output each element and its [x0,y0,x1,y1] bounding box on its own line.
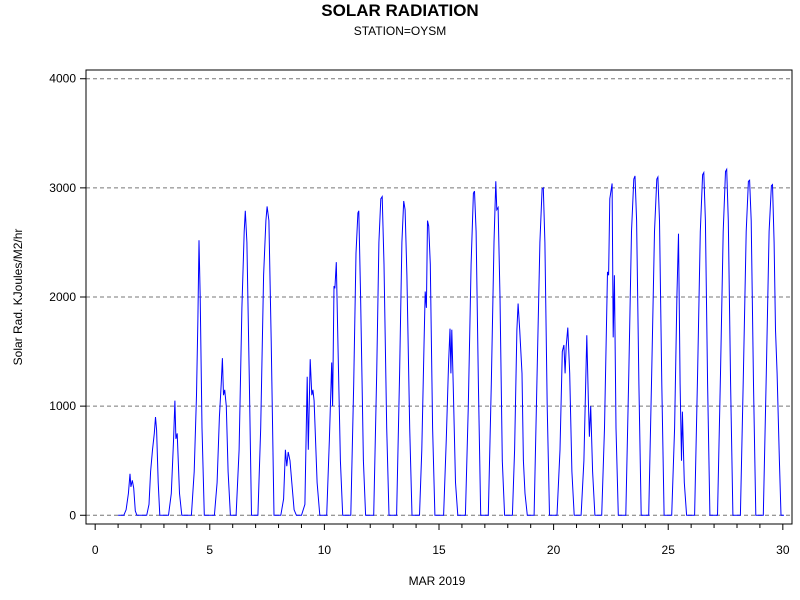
x-tick-label: 5 [206,543,213,557]
y-tick-label: 2000 [49,290,76,304]
y-tick-label: 3000 [49,181,76,195]
x-tick-label: 30 [776,543,790,557]
chart-title: SOLAR RADIATION [321,1,479,20]
x-tick-label: 20 [547,543,561,557]
y-axis-label: Solar Rad. KJoules/M2/hr [11,229,25,366]
x-tick-label: 25 [662,543,676,557]
y-tick-label: 1000 [49,399,76,413]
y-axis: 0 1000 2000 3000 4000 [49,72,86,522]
x-tick-label: 0 [92,543,99,557]
grid-lines [86,78,792,516]
chart-subtitle: STATION=OYSM [353,24,447,38]
x-tick-label: 10 [318,543,332,557]
x-axis: 0 5 10 15 20 25 30 [92,524,790,557]
y-tick-label: 4000 [49,72,76,86]
series-line-solar-radiation [118,167,784,516]
x-axis-label: MAR 2019 [409,574,466,588]
y-tick-label: 0 [69,508,76,522]
x-tick-label: 15 [432,543,446,557]
